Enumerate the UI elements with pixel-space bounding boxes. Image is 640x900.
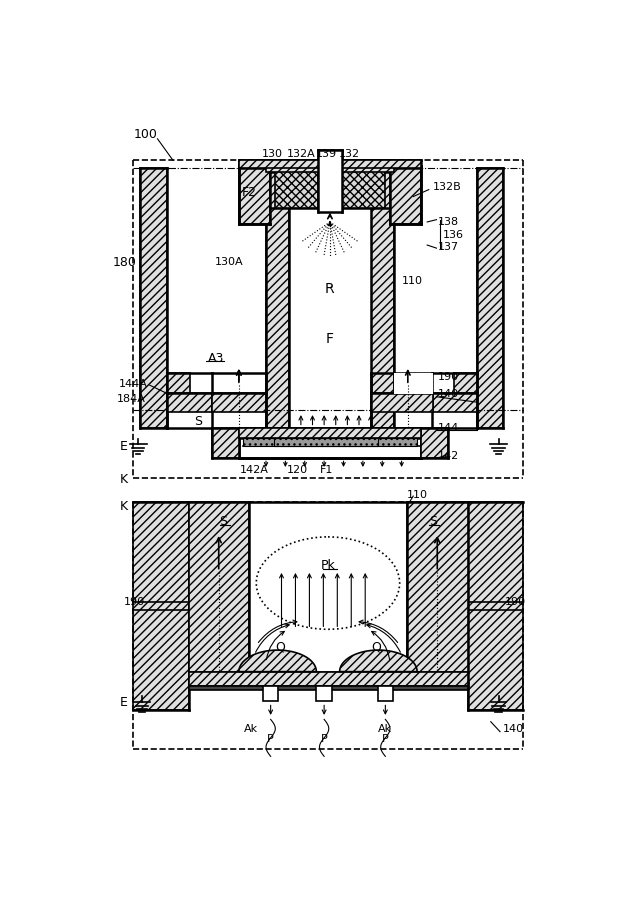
Text: 190: 190 <box>438 373 459 382</box>
Text: Ak: Ak <box>243 724 257 734</box>
Bar <box>316 686 332 701</box>
Text: P: P <box>382 734 388 744</box>
Bar <box>274 438 378 446</box>
Bar <box>407 502 467 683</box>
Bar <box>212 428 239 458</box>
Bar <box>243 438 417 446</box>
Text: 137: 137 <box>438 241 459 252</box>
Bar <box>239 428 421 458</box>
Bar <box>189 671 467 686</box>
Bar <box>371 393 433 412</box>
Text: F2: F2 <box>241 186 257 199</box>
Bar <box>477 168 503 428</box>
Text: 110: 110 <box>406 490 428 500</box>
Text: 190: 190 <box>124 598 145 608</box>
Bar <box>371 168 394 428</box>
Polygon shape <box>239 650 316 671</box>
Bar <box>167 393 212 412</box>
Text: Pk: Pk <box>321 559 335 572</box>
Text: K: K <box>120 472 128 486</box>
Bar <box>275 166 318 208</box>
Text: 120: 120 <box>287 465 308 475</box>
Bar <box>266 160 394 172</box>
Bar <box>421 428 448 458</box>
Text: 110: 110 <box>402 276 422 286</box>
Text: 180: 180 <box>113 256 137 268</box>
Bar <box>212 393 266 412</box>
Text: F: F <box>326 332 333 346</box>
Text: E: E <box>120 440 128 454</box>
Text: 132: 132 <box>339 149 360 159</box>
Text: P: P <box>321 734 328 744</box>
Bar <box>266 168 289 428</box>
Bar <box>140 168 167 428</box>
Bar <box>467 502 524 710</box>
Text: S: S <box>194 415 202 428</box>
Text: 142A: 142A <box>240 465 269 475</box>
Text: 184A: 184A <box>117 394 146 404</box>
Text: 132A: 132A <box>287 149 316 159</box>
Polygon shape <box>340 650 417 671</box>
Bar <box>342 166 385 208</box>
Bar <box>263 686 278 701</box>
Text: P: P <box>268 734 274 744</box>
Text: 130A: 130A <box>214 257 243 267</box>
Text: E: E <box>120 696 128 709</box>
Text: 130: 130 <box>262 149 283 159</box>
Text: 132B: 132B <box>433 183 461 193</box>
Text: 142: 142 <box>438 451 460 461</box>
Text: S: S <box>429 515 436 528</box>
Bar <box>189 686 467 690</box>
Bar <box>378 686 393 701</box>
Bar <box>289 168 371 428</box>
Bar <box>394 373 433 394</box>
Text: S: S <box>220 515 227 528</box>
Text: K: K <box>120 500 128 513</box>
Text: R: R <box>324 282 334 296</box>
Bar <box>167 373 190 411</box>
Text: 100: 100 <box>134 129 158 141</box>
Bar <box>390 166 421 223</box>
Bar <box>454 373 477 411</box>
Bar <box>239 160 421 168</box>
Bar <box>249 502 407 683</box>
Text: 140: 140 <box>438 390 459 400</box>
Bar <box>432 393 477 412</box>
Text: A3: A3 <box>207 352 224 365</box>
Text: 144: 144 <box>438 423 460 433</box>
Text: 139: 139 <box>316 149 337 159</box>
Bar <box>239 428 421 438</box>
Text: Q: Q <box>275 641 285 653</box>
Text: 190: 190 <box>505 598 527 608</box>
Text: 138: 138 <box>438 217 459 227</box>
Text: Q: Q <box>371 641 381 653</box>
Text: 140: 140 <box>502 724 524 734</box>
Bar <box>189 502 249 683</box>
Text: 136: 136 <box>443 230 464 240</box>
Bar <box>132 502 189 710</box>
Text: F1: F1 <box>320 465 333 475</box>
Bar <box>239 166 270 223</box>
Text: 144A: 144A <box>119 379 148 389</box>
Text: Ak: Ak <box>378 724 392 734</box>
Bar <box>318 150 342 212</box>
